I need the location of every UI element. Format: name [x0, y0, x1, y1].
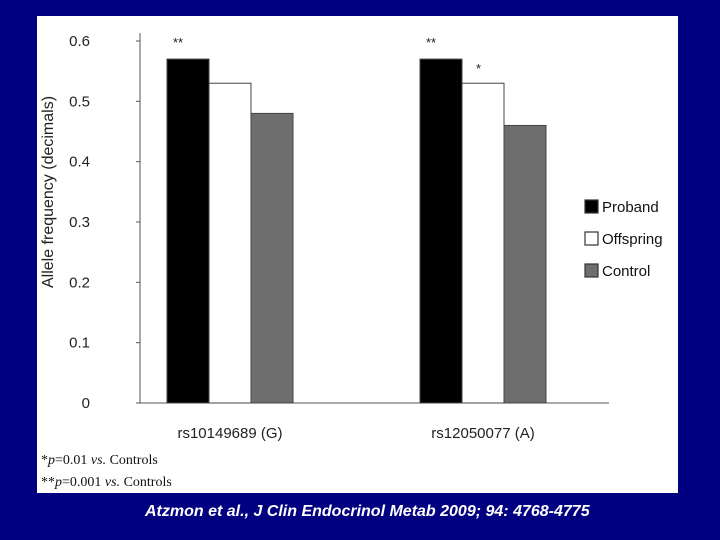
footnote-2-tail: Controls — [120, 475, 172, 490]
bar-proband-2 — [419, 58, 463, 404]
legend-label-control: Control — [602, 263, 650, 280]
y-ticks: 0 0.1 0.2 0.3 0.4 0.5 0.6 — [69, 33, 140, 412]
bar-offspring-2 — [461, 82, 505, 404]
bar-control-2 — [503, 124, 547, 404]
chart-panel: 0 0.1 0.2 0.3 0.4 0.5 0.6 ** ** * rs10149689 (G)… — [37, 16, 678, 493]
citation: Atzmon et al., J Clin Endocrinol Metab 2… — [145, 503, 590, 520]
footnote-1-mark: * — [41, 453, 48, 468]
footnote-1-tail: Controls — [106, 453, 158, 468]
legend-swatch-offspring — [584, 231, 599, 246]
bar-proband-1 — [166, 58, 210, 404]
x-category-label: rs10149689 (G) — [177, 425, 282, 442]
legend-label-proband: Proband — [602, 199, 659, 216]
y-axis-label: Allele frequency (decimals) — [40, 96, 57, 288]
footnote-2-mark: ** — [41, 475, 55, 490]
footnote-2-vs: vs. — [104, 475, 121, 490]
significance-mark: * — [476, 61, 481, 76]
y-tick-label: 0.4 — [69, 154, 90, 171]
footnote-1-p: p — [48, 453, 55, 468]
bar-control-1 — [250, 112, 294, 404]
legend-swatch-control — [584, 263, 599, 278]
y-tick-label: 0.5 — [69, 93, 90, 110]
footnote-1: *p=0.01 vs. Controls — [41, 453, 158, 469]
y-tick-label: 0 — [82, 395, 90, 412]
x-category-label: rs12050077 (A) — [431, 425, 534, 442]
footnote-1-vs: vs. — [90, 453, 107, 468]
legend-swatch-proband — [584, 199, 599, 214]
footnote-1-value: =0.01 — [55, 453, 91, 468]
significance-marks: ** *** — [173, 35, 481, 76]
x-category-labels: rs10149689 (G) rs12050077 (A) — [177, 425, 534, 442]
y-tick-label: 0.2 — [69, 274, 90, 291]
legend: Proband Offspring Control — [584, 199, 663, 280]
y-tick-label: 0.1 — [69, 335, 90, 352]
footnote-2-value: =0.001 — [62, 475, 105, 490]
significance-mark: ** — [173, 35, 183, 50]
bars — [166, 58, 547, 404]
y-tick-label: 0.6 — [69, 33, 90, 50]
footnote-2-p: p — [55, 475, 62, 490]
legend-label-offspring: Offspring — [602, 231, 663, 248]
significance-mark: ** — [426, 35, 436, 50]
footnote-2: **p=0.001 vs. Controls — [41, 475, 172, 491]
bar-chart: 00.10.20.30.40.50.6 ** *** rs10149689 (G)… — [40, 33, 663, 442]
y-tick-label: 0.3 — [69, 214, 90, 231]
bar-offspring-1 — [208, 82, 252, 404]
